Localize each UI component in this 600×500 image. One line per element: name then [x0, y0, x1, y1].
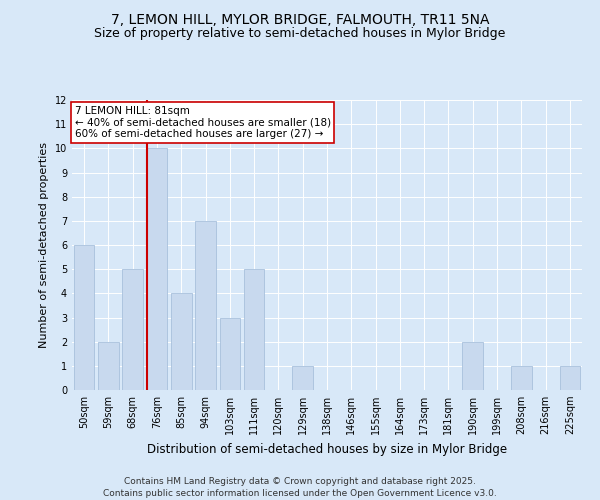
Bar [146, 148, 167, 390]
Bar [463, 342, 483, 390]
Bar [292, 366, 313, 390]
Bar [98, 342, 119, 390]
Text: Size of property relative to semi-detached houses in Mylor Bridge: Size of property relative to semi-detach… [94, 28, 506, 40]
X-axis label: Distribution of semi-detached houses by size in Mylor Bridge: Distribution of semi-detached houses by … [147, 442, 507, 456]
Bar [220, 318, 240, 390]
Bar [560, 366, 580, 390]
Text: 7 LEMON HILL: 81sqm
← 40% of semi-detached houses are smaller (18)
60% of semi-d: 7 LEMON HILL: 81sqm ← 40% of semi-detach… [74, 106, 331, 139]
Bar [244, 269, 265, 390]
Bar [74, 245, 94, 390]
Bar [122, 269, 143, 390]
Bar [195, 221, 216, 390]
Text: Contains HM Land Registry data © Crown copyright and database right 2025.
Contai: Contains HM Land Registry data © Crown c… [103, 476, 497, 498]
Text: 7, LEMON HILL, MYLOR BRIDGE, FALMOUTH, TR11 5NA: 7, LEMON HILL, MYLOR BRIDGE, FALMOUTH, T… [111, 12, 489, 26]
Bar [511, 366, 532, 390]
Bar [171, 294, 191, 390]
Y-axis label: Number of semi-detached properties: Number of semi-detached properties [39, 142, 49, 348]
